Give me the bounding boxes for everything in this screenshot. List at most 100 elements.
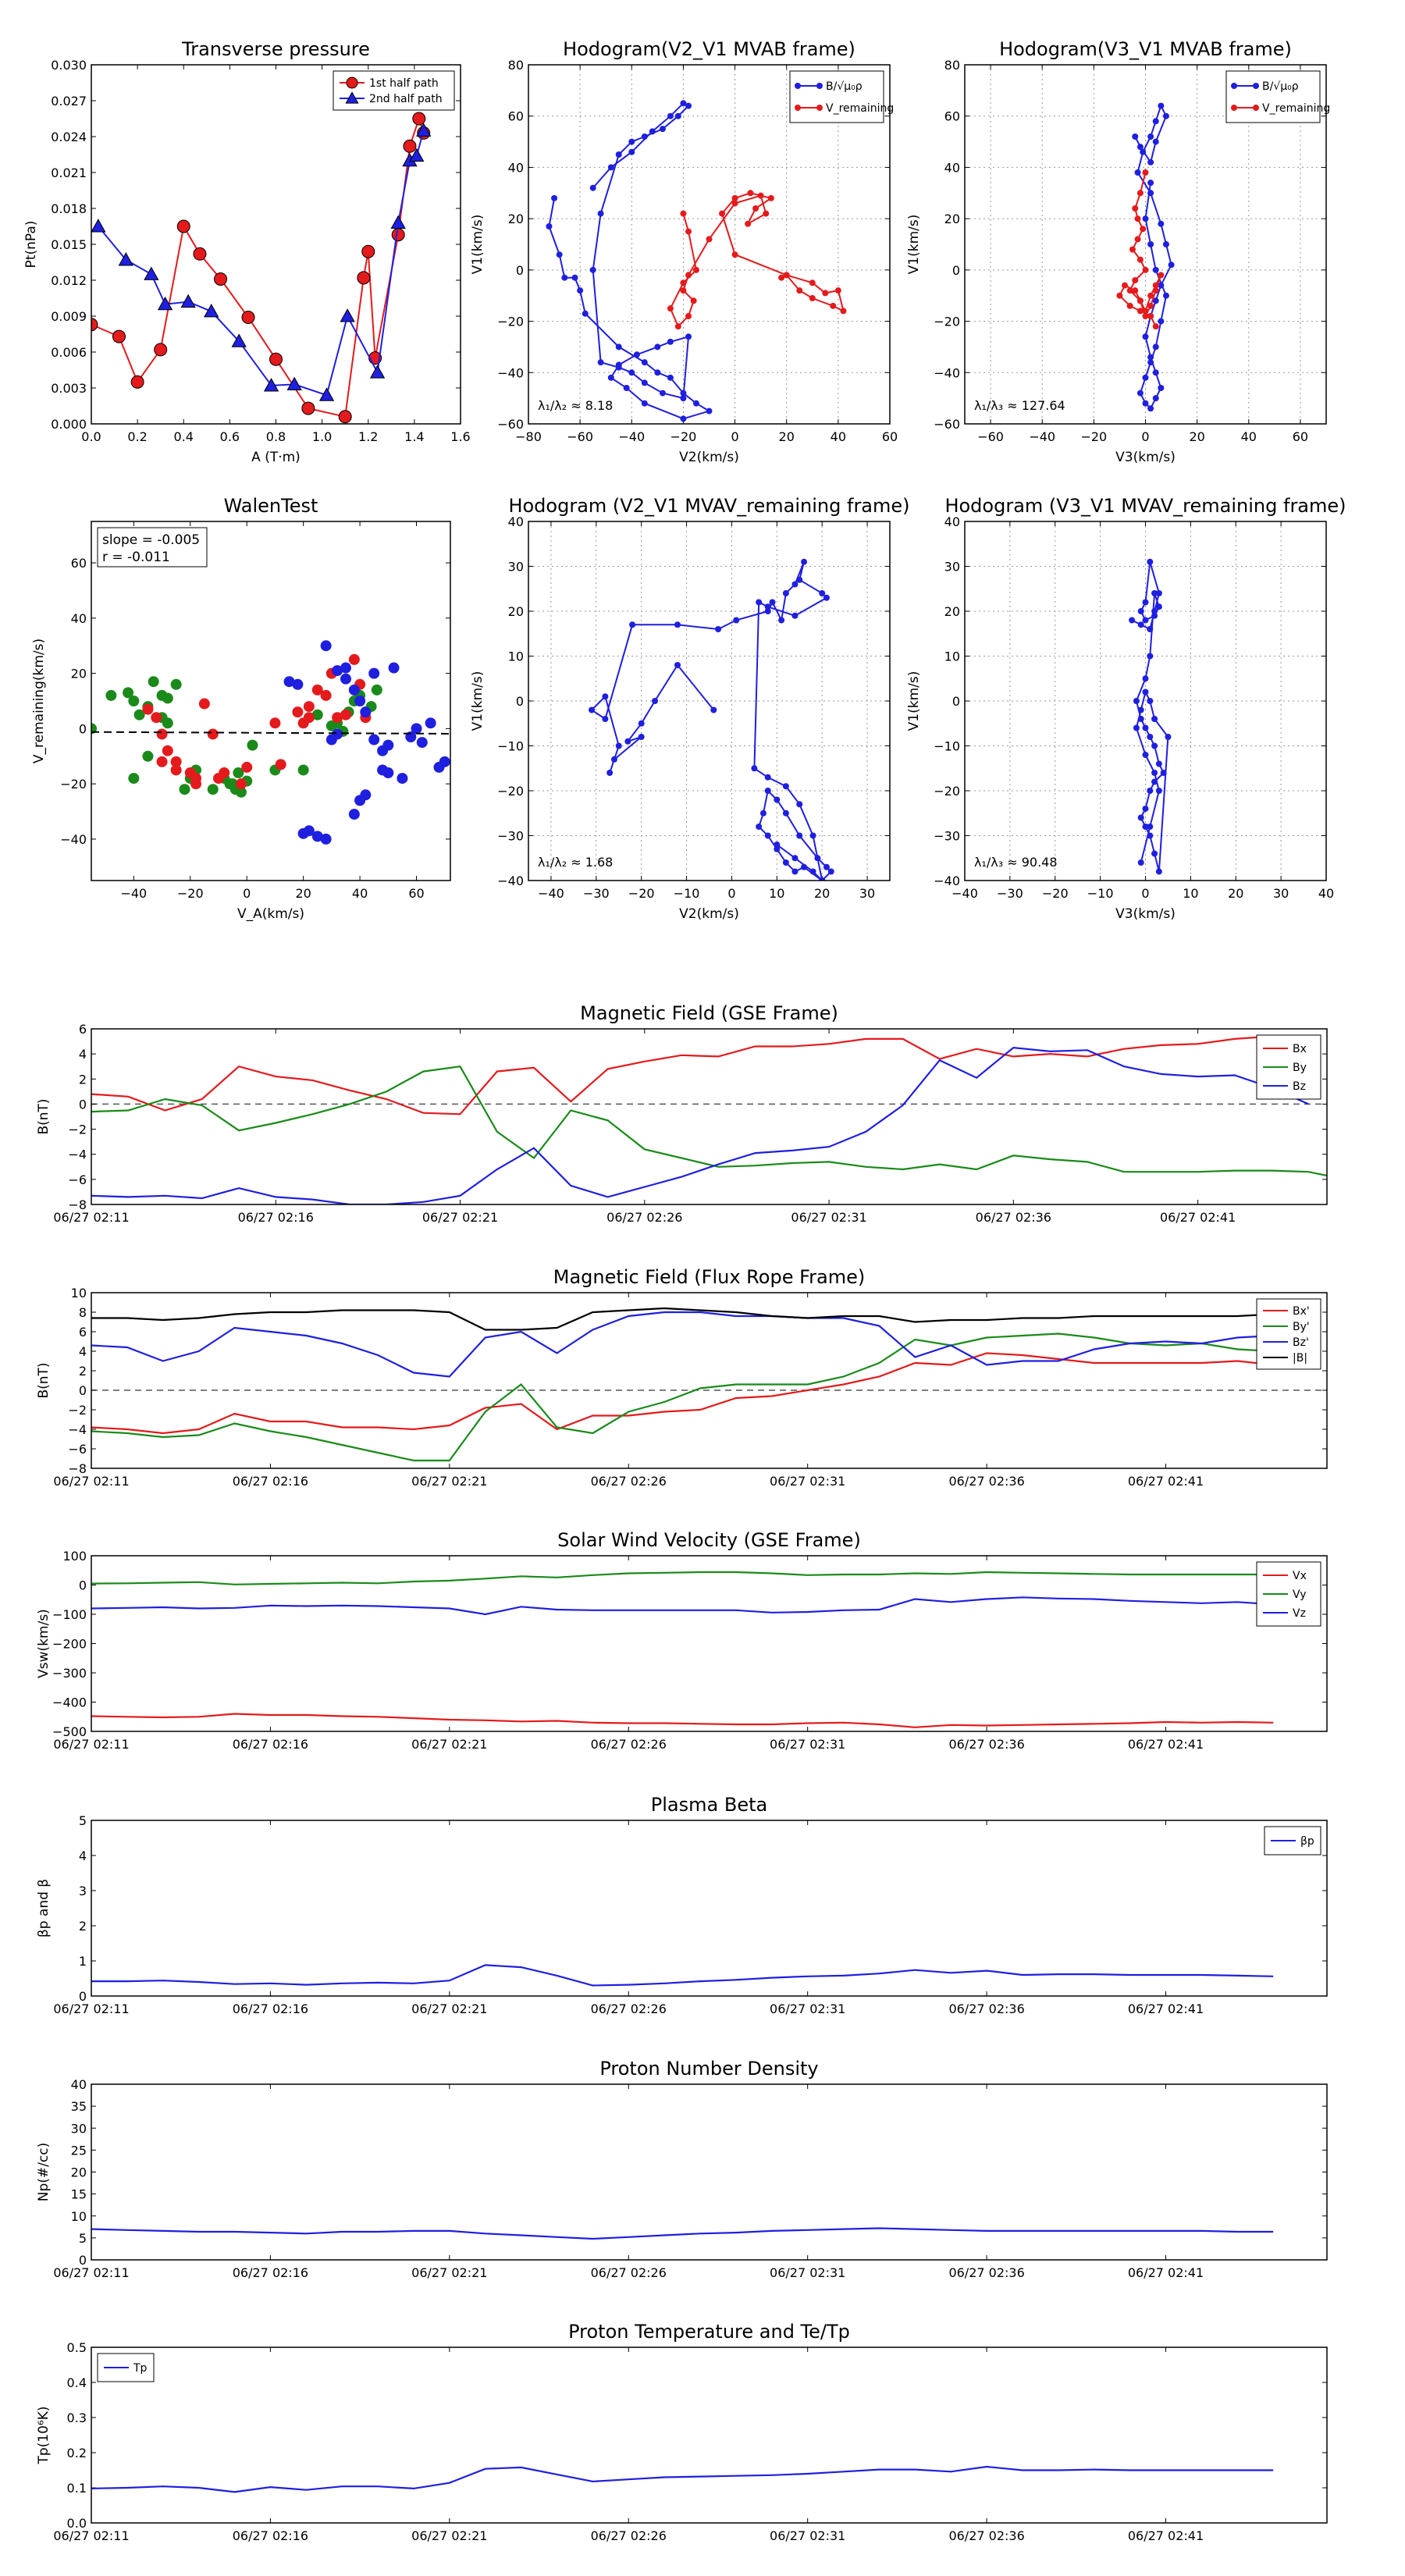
x-tick-label: 0 bbox=[1141, 886, 1149, 901]
data-layer bbox=[91, 1964, 1274, 1987]
x-tick-label: 06/27 02:31 bbox=[770, 2528, 845, 2543]
data-point bbox=[638, 734, 645, 740]
series-2nd-half-path bbox=[91, 123, 432, 401]
data-point bbox=[680, 210, 687, 217]
data-point bbox=[340, 709, 351, 720]
data-point bbox=[269, 352, 283, 366]
x-tick-label: 30 bbox=[859, 886, 875, 901]
x-tick-label: 0 bbox=[243, 886, 251, 901]
x-tick-label: 06/27 02:21 bbox=[411, 2528, 487, 2543]
data-point bbox=[796, 576, 803, 583]
y-tick-label: 60 bbox=[508, 109, 524, 124]
data-point bbox=[1142, 688, 1149, 696]
data-point bbox=[801, 558, 808, 565]
data-point bbox=[1147, 241, 1154, 247]
data-point bbox=[439, 756, 450, 767]
data-point bbox=[840, 308, 847, 315]
data-point bbox=[1151, 770, 1158, 776]
y-tick-label: 20 bbox=[944, 604, 960, 619]
series-Vy bbox=[91, 1571, 1274, 1585]
y-axis-label: V_remaining(km/s) bbox=[31, 639, 47, 763]
data-point bbox=[204, 304, 219, 318]
data-point bbox=[151, 712, 162, 724]
y-tick-label: 0.021 bbox=[51, 165, 87, 180]
data-point bbox=[162, 692, 173, 704]
legend: Bx' By' Bz' |B| bbox=[1256, 1298, 1321, 1370]
data-point bbox=[382, 767, 394, 778]
data-point bbox=[674, 621, 681, 628]
data-point bbox=[1151, 716, 1158, 722]
data-point bbox=[652, 698, 659, 704]
chart-title: Plasma Beta bbox=[651, 1794, 767, 1816]
data-point bbox=[301, 401, 315, 415]
data-point bbox=[628, 138, 635, 145]
data-point bbox=[685, 333, 692, 340]
legend: B/√μ₀ρ V_remaining bbox=[1225, 70, 1330, 123]
legend-label: Vz bbox=[1293, 1607, 1306, 1620]
x-tick-label: 40 bbox=[1241, 429, 1257, 444]
data-point bbox=[227, 778, 239, 790]
series-By- bbox=[91, 1332, 1274, 1462]
data-point bbox=[283, 676, 295, 688]
y-tick-label: −100 bbox=[52, 1607, 87, 1622]
x-tick-label: 0 bbox=[1141, 429, 1149, 444]
data-point bbox=[710, 706, 717, 713]
data-point bbox=[235, 786, 247, 798]
y-tick-label: −30 bbox=[934, 829, 960, 844]
data-point bbox=[582, 310, 589, 317]
data-point bbox=[791, 855, 799, 862]
data-point bbox=[764, 774, 771, 781]
series-line bbox=[590, 561, 833, 881]
stats-text: slope = -0.005 bbox=[102, 532, 200, 548]
data-point bbox=[715, 626, 722, 632]
x-tick-label: 06/27 02:11 bbox=[53, 1474, 129, 1489]
x-tick-label: 06/27 02:16 bbox=[233, 2001, 308, 2016]
y-tick-label: 20 bbox=[944, 212, 960, 226]
y-tick-label: 0.4 bbox=[67, 2375, 87, 2390]
y-tick-label: −20 bbox=[497, 315, 524, 329]
y-axis-label: Np(#/cc) bbox=[36, 2143, 52, 2201]
data-point bbox=[624, 738, 631, 745]
data-point bbox=[654, 343, 661, 350]
data-point bbox=[1152, 118, 1159, 125]
data-point bbox=[1142, 215, 1149, 222]
data-point bbox=[411, 723, 422, 735]
data-layer bbox=[91, 1307, 1274, 1462]
series-blue bbox=[283, 640, 450, 845]
legend-box bbox=[1256, 1298, 1321, 1370]
data-point bbox=[1136, 256, 1144, 263]
data-point bbox=[1147, 558, 1154, 565]
series-V-remaining bbox=[1116, 169, 1165, 330]
y-axis-label: Vsw(km/s) bbox=[36, 1609, 52, 1678]
x-tick-label: −40 bbox=[538, 886, 564, 901]
data-point bbox=[764, 788, 771, 794]
series-Tp bbox=[91, 2465, 1274, 2493]
data-point bbox=[674, 662, 681, 668]
data-point bbox=[340, 308, 355, 322]
chart-title: Solar Wind Velocity (GSE Frame) bbox=[557, 1529, 861, 1551]
x-tick-label: 06/27 02:16 bbox=[233, 2265, 308, 2280]
data-point bbox=[774, 796, 781, 803]
x-axis-label: V_A(km/s) bbox=[237, 906, 304, 922]
data-point bbox=[731, 194, 738, 201]
data-point bbox=[154, 343, 168, 357]
data-point bbox=[1147, 734, 1154, 740]
plot-frame bbox=[964, 64, 1327, 425]
data-point bbox=[1132, 277, 1139, 283]
data-point bbox=[654, 369, 661, 376]
data-point bbox=[128, 696, 140, 706]
x-tick-label: −30 bbox=[583, 886, 610, 901]
plot-frame bbox=[91, 2083, 1328, 2261]
data-point bbox=[1162, 292, 1169, 299]
series-Vz bbox=[91, 1596, 1274, 1616]
data-point bbox=[1155, 590, 1162, 596]
data-point bbox=[1147, 824, 1154, 830]
y-tick-label: 0 bbox=[79, 1578, 87, 1593]
y-tick-label: −20 bbox=[934, 315, 960, 329]
chart-vsw: Solar Wind Velocity (GSE Frame) −500 −400 −… bbox=[36, 1529, 1328, 1752]
data-point bbox=[1158, 318, 1165, 325]
x-tick-label: 06/27 02:36 bbox=[976, 1210, 1051, 1225]
x-tick-label: 06/27 02:21 bbox=[411, 2265, 487, 2280]
x-tick-label: −80 bbox=[515, 429, 542, 444]
y-tick-label: 20 bbox=[508, 604, 524, 619]
